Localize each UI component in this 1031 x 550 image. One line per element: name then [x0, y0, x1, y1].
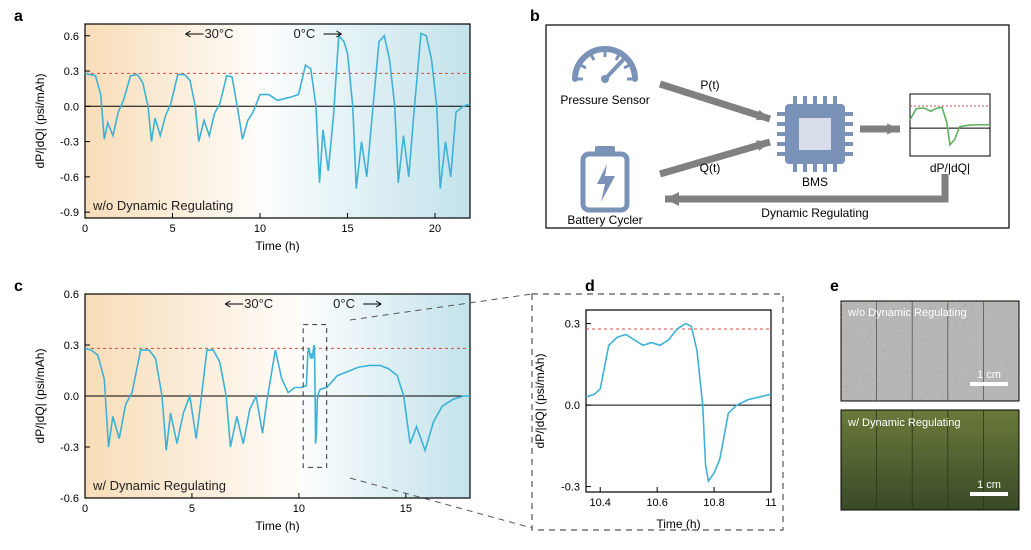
svg-text:15: 15	[341, 223, 353, 235]
svg-text:-0.3: -0.3	[60, 442, 79, 454]
svg-text:1 cm: 1 cm	[977, 369, 1001, 381]
svg-text:0°C: 0°C	[294, 26, 316, 41]
panel-b-diagram: Pressure Sensor Battery Cycler BMS dP/|dQ| P…	[545, 24, 1010, 229]
svg-text:-0.3: -0.3	[60, 137, 79, 149]
svg-text:30°C: 30°C	[204, 26, 233, 41]
svg-text:BMS: BMS	[802, 175, 828, 189]
svg-text:-0.6: -0.6	[60, 493, 79, 505]
svg-text:10.4: 10.4	[590, 497, 611, 509]
svg-text:0°C: 0°C	[333, 296, 355, 311]
svg-text:11: 11	[765, 497, 776, 509]
svg-text:0.3: 0.3	[565, 319, 580, 331]
panel-a-chart: 0 5 10 15 20 -0.9 -0.6 -0.3 0.0 0.3 0.6 Time (h) dP/…	[30, 14, 480, 254]
svg-text:Dynamic Regulating: Dynamic Regulating	[761, 206, 868, 220]
svg-text:0.0: 0.0	[64, 391, 79, 403]
svg-text:30°C: 30°C	[244, 296, 273, 311]
svg-text:Q(t): Q(t)	[700, 161, 721, 175]
svg-text:w/o Dynamic Regulating: w/o Dynamic Regulating	[847, 307, 967, 319]
svg-text:w/ Dynamic Regulating: w/ Dynamic Regulating	[847, 417, 961, 429]
svg-text:Battery Cycler: Battery Cycler	[567, 213, 642, 227]
svg-text:0.6: 0.6	[64, 289, 79, 301]
svg-text:5: 5	[189, 503, 195, 515]
svg-text:1 cm: 1 cm	[977, 479, 1001, 491]
svg-text:Time (h): Time (h)	[656, 517, 700, 531]
svg-text:w/o Dynamic Regulating: w/o Dynamic Regulating	[92, 198, 233, 213]
svg-text:-0.9: -0.9	[60, 207, 79, 219]
svg-text:0.0: 0.0	[64, 101, 79, 113]
panel-label-c: c	[14, 278, 23, 296]
panel-label-a: a	[14, 8, 23, 26]
svg-text:15: 15	[400, 503, 412, 515]
svg-text:0: 0	[82, 223, 88, 235]
svg-text:-0.3: -0.3	[561, 482, 580, 494]
svg-text:0.6: 0.6	[64, 31, 79, 43]
svg-text:dP/|dQ| (psi/mAh): dP/|dQ| (psi/mAh)	[33, 349, 47, 444]
svg-text:dP/|dQ|: dP/|dQ|	[930, 161, 970, 175]
svg-text:10: 10	[293, 503, 305, 515]
svg-text:dP/|dQ| (psi/mAh): dP/|dQ| (psi/mAh)	[533, 354, 547, 449]
svg-text:Pressure Sensor: Pressure Sensor	[560, 93, 649, 107]
panel-label-e: e	[830, 278, 839, 296]
svg-text:10.6: 10.6	[646, 497, 667, 509]
panel-c-chart: 0 5 10 15 -0.6 -0.3 0.0 0.3 0.6 Time (h) dP/|dQ| (…	[30, 284, 480, 534]
svg-text:Time (h): Time (h)	[255, 239, 299, 253]
svg-text:0.0: 0.0	[565, 400, 580, 412]
svg-text:dP/|dQ| (psi/mAh): dP/|dQ| (psi/mAh)	[33, 74, 47, 169]
panel-e-photos: w/o Dynamic Regulating 1 cm w/ Dynamic Reg…	[840, 300, 1020, 515]
svg-text:-0.6: -0.6	[60, 172, 79, 184]
svg-text:0: 0	[82, 503, 88, 515]
svg-text:Time (h): Time (h)	[255, 519, 299, 533]
svg-text:w/ Dynamic Regulating: w/ Dynamic Regulating	[92, 478, 226, 493]
svg-text:0.3: 0.3	[64, 66, 79, 78]
panel-label-b: b	[530, 8, 540, 26]
svg-text:5: 5	[169, 223, 175, 235]
svg-text:10: 10	[254, 223, 266, 235]
svg-text:20: 20	[429, 223, 441, 235]
svg-text:10.8: 10.8	[703, 497, 724, 509]
panel-d-chart: 10.4 10.6 10.8 11 -0.3 0.0 0.3 Time (h) dP/|dQ| …	[530, 292, 785, 532]
svg-text:P(t): P(t)	[700, 78, 719, 92]
svg-text:0.3: 0.3	[64, 340, 79, 352]
